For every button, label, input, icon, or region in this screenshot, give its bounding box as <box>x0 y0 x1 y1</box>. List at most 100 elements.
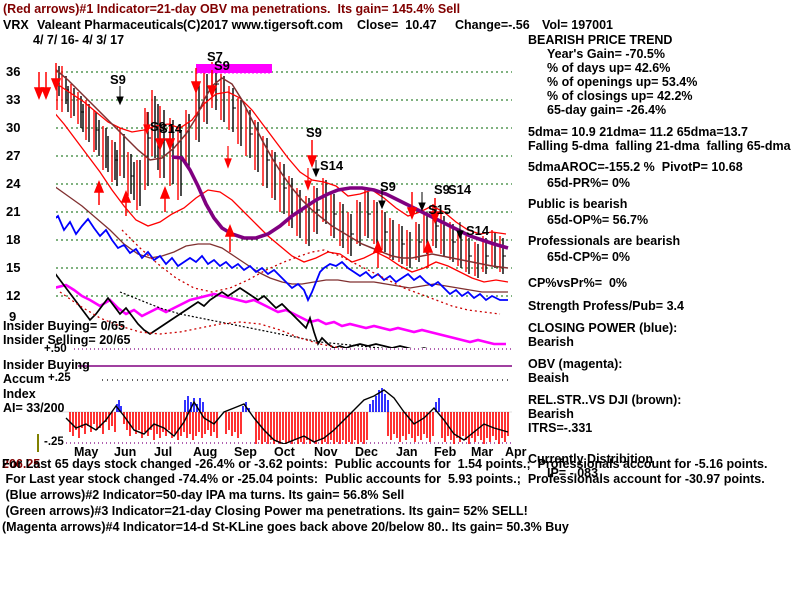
cp65: 65d-CP%= 0% <box>547 250 631 264</box>
y-axis-label-12: 12 <box>6 288 21 303</box>
ma-trend: Falling 5-dma falling 21-dma falling 65-… <box>528 139 791 153</box>
ma-lower-band <box>56 113 509 283</box>
red-up-arrows <box>93 179 434 268</box>
footer-line-1: For Last 65 days stock changed -26.4% or… <box>2 457 768 471</box>
y-axis-label-15: 15 <box>6 260 21 275</box>
ai-value-label: AI= 33/200 <box>3 401 65 415</box>
minus25-label: -.25 <box>44 436 64 448</box>
grid-lines <box>56 71 512 297</box>
stat-closings-up: % of closings up= 42.2% <box>547 89 693 103</box>
y-axis-label-27: 27 <box>6 148 21 163</box>
obv-price-line <box>56 273 428 348</box>
relative-strength-title: REL.STR..VS DJI (brown): <box>528 393 682 407</box>
y-axis-label-30: 30 <box>6 120 21 135</box>
annotation-s9-5: S9 <box>380 179 396 194</box>
relative-strength-value: Bearish <box>528 407 574 421</box>
magenta-hatch-band <box>196 64 272 74</box>
closing-power-title: CLOSING POWER (blue): <box>528 321 678 335</box>
copyright-notice: (C)2017 www.tigersoft.com <box>183 18 343 32</box>
date-range: 4/ 7/ 16- 4/ 3/ 17 <box>33 33 125 47</box>
annotation-s9-2: S9 <box>214 58 230 73</box>
moving-averages: 5dma= 10.9 21dma= 11.2 65dma=13.7 <box>528 125 748 139</box>
x-axis-label-apr: Apr <box>505 445 527 459</box>
volume: Vol= 197001 <box>542 18 614 32</box>
plus50-label: +.50 <box>44 343 67 355</box>
obv-trend-dotted <box>59 291 344 348</box>
x-axis-label-oct: Oct <box>274 445 295 459</box>
y-axis-label-18: 18 <box>6 232 21 247</box>
ticker-symbol: VRX <box>3 18 29 32</box>
indicator-1-caption: (Red arrows)#1 Indicator=21-day OBV ma p… <box>3 2 461 16</box>
price-change: Change=-.56 <box>455 18 530 32</box>
annotation-s9-1: S9 <box>110 72 126 87</box>
closing-power-line <box>56 214 508 303</box>
y-axis-label-33: 33 <box>6 92 21 107</box>
annotation-s14-3: S14 <box>448 182 472 197</box>
annotation-s7: S7 <box>207 49 223 64</box>
footer-line-5: (Magenta arrows)#4 Indicator=14-d St-KLi… <box>2 520 569 534</box>
price-bars <box>56 62 506 278</box>
annotation-s15: S15 <box>428 202 452 217</box>
annotation-s9-6: S9 <box>434 182 450 197</box>
annotation-s14-4: S14 <box>466 223 490 238</box>
annotation-s14-2: S14 <box>320 158 344 173</box>
insider-selling-count: Insider Selling= 20/65 <box>3 333 131 347</box>
closing-power-trend-dotted <box>121 229 501 315</box>
x-axis-label-feb: Feb <box>434 445 457 459</box>
accum-label-line2: Accum <box>3 372 45 386</box>
plus25-label: +.25 <box>48 372 71 384</box>
annotation-s14-1: S14 <box>159 121 183 136</box>
x-axis-label-mar: Mar <box>471 445 494 459</box>
relative-strength-line <box>56 68 509 269</box>
closing-power-value: Bearish <box>528 335 574 349</box>
strength-ratio: Strength Profess/Pub= 3.4 <box>528 299 684 313</box>
professionals-sentiment: Professionals are bearish <box>528 234 681 248</box>
obv-ma-dotted <box>119 291 387 348</box>
aroc-pivot: 5dmaAROC=-155.2 % PivotP= 10.68 <box>528 160 743 174</box>
y-axis-label-9: 9 <box>9 309 17 324</box>
close-price: Close= 10.47 <box>357 18 437 32</box>
x-axis-label-sep: Sep <box>234 445 257 459</box>
stat-years-gain: Year's Gain= -70.5% <box>547 47 665 61</box>
ma65-line <box>171 155 509 250</box>
footer-line-2: For Last year stock changed -74.4% or -2… <box>2 472 765 486</box>
overlap-number: 206.25 <box>2 457 41 471</box>
accumulation-index-bars <box>65 388 509 444</box>
red-down-arrows <box>33 63 441 225</box>
y-axis-label-21: 21 <box>6 204 21 219</box>
accum-label-line3: Index <box>3 387 36 401</box>
insider-buying-count: Insider Buying= 0/65 <box>3 319 125 333</box>
y-axis-label-36: 36 <box>6 64 21 79</box>
footer-line-3: (Blue arrows)#2 Indicator=50-day IPA ma … <box>2 488 405 502</box>
footer-line-4: (Green arrows)#3 Indicator=21-day Closin… <box>2 504 528 518</box>
x-axis-label-dec: Dec <box>355 445 378 459</box>
accum-label-line1: Insider Buying <box>3 358 90 372</box>
annotation-s9-3: S9 <box>150 119 166 134</box>
cp-vs-pr: CP%vsPr%= 0% <box>528 276 628 290</box>
public-sentiment: Public is bearish <box>528 197 628 211</box>
x-axis-label-jul: Jul <box>154 445 173 459</box>
x-axis-label-jun: Jun <box>114 445 137 459</box>
op65: 65d-OP%= 56.7% <box>547 213 649 227</box>
stat-openings-up: % of openings up= 53.4% <box>547 75 698 89</box>
company-name: Valeant Pharmaceuticals <box>37 18 184 32</box>
itrs-value: ITRS=-.331 <box>528 421 593 435</box>
signal-pointer-arrows <box>116 86 464 240</box>
ip-value: IP= -.083 <box>547 466 599 480</box>
obv-title: OBV (magenta): <box>528 357 623 371</box>
pr65: 65d-PR%= 0% <box>547 176 631 190</box>
x-axis-label-jan: Jan <box>396 445 418 459</box>
stat-65day-gain: 65-day gain= -26.4% <box>547 103 667 117</box>
x-axis-label-nov: Nov <box>314 445 338 459</box>
x-axis-label-may: May <box>74 445 99 459</box>
y-axis-label-24: 24 <box>6 176 21 191</box>
distribution-status: Currently Distribition <box>528 452 654 466</box>
obv-value: Beaish <box>528 371 569 385</box>
x-axis-label-aug: Aug <box>193 445 218 459</box>
secondary-arrows <box>143 112 312 191</box>
trend-title: BEARISH PRICE TREND <box>528 33 673 47</box>
annotation-s9-4: S9 <box>306 125 322 140</box>
stat-days-up: % of days up= 42.6% <box>547 61 671 75</box>
